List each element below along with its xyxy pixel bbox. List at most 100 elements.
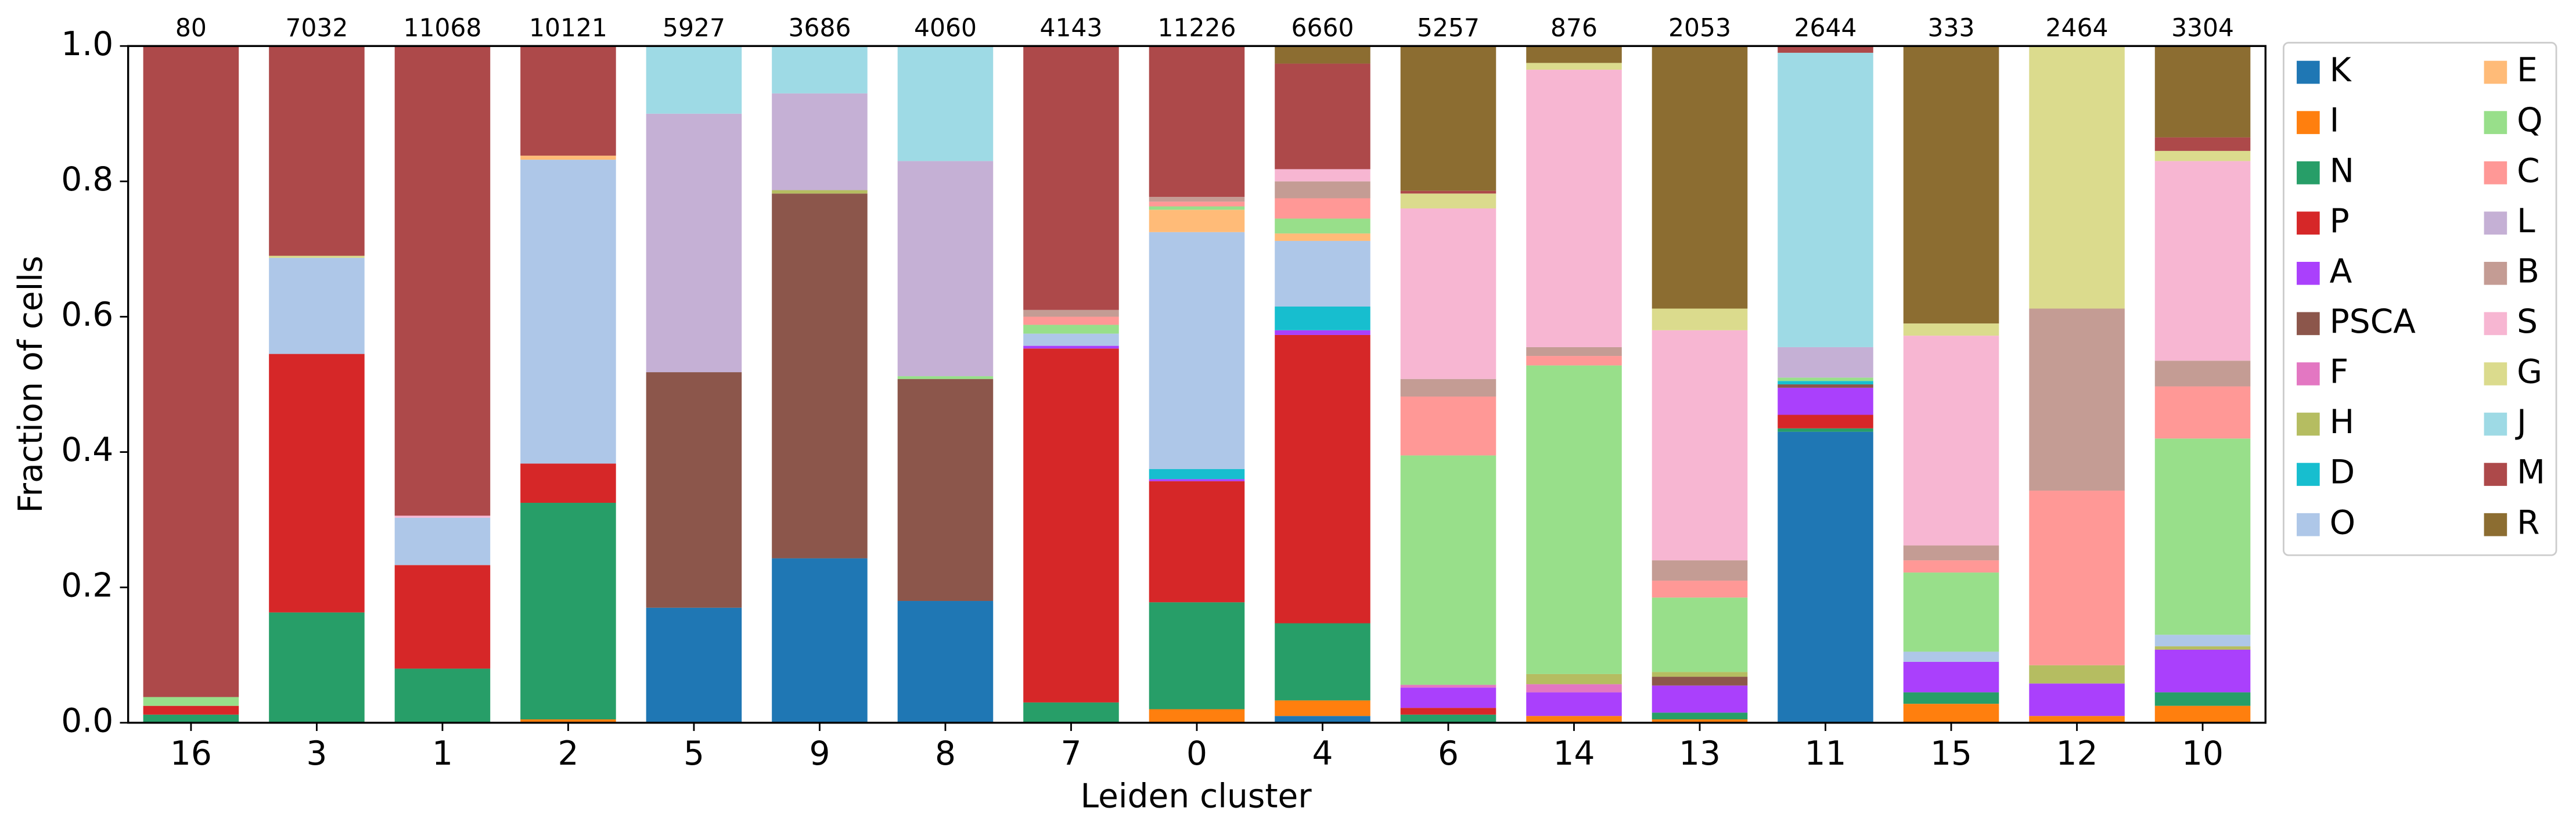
x-tick-label: 10 [2182, 734, 2224, 773]
bar-segment [1149, 46, 1245, 197]
bar-segment [1903, 545, 1999, 561]
bar-segment [1023, 348, 1119, 703]
bar-segment [1652, 719, 1748, 723]
bar-segment [1778, 431, 1873, 723]
bar-segment [1023, 325, 1119, 334]
legend-swatch [2297, 412, 2320, 436]
bar-segment [2029, 308, 2125, 491]
x-tick-label: 12 [2056, 734, 2098, 773]
legend-swatch [2484, 312, 2507, 336]
x-tick-label: 16 [170, 734, 212, 773]
legend-label: M [2517, 453, 2545, 492]
bar-segment [1149, 709, 1245, 723]
legend-label: B [2517, 252, 2539, 290]
bar-segment [1023, 316, 1119, 325]
bar-segment [2154, 46, 2251, 138]
bar-segment [1275, 63, 1370, 170]
bar-segment [2029, 46, 2125, 309]
bar-segment [2029, 683, 2125, 716]
bar-segment [1023, 333, 1119, 346]
bar-segment [1400, 687, 1496, 708]
bar-segment [1526, 46, 1622, 63]
bar-segment [1275, 306, 1370, 330]
bar-segment [1903, 336, 1999, 546]
bar-segment [2154, 386, 2251, 439]
bar-segment [1275, 623, 1370, 701]
bar-segment [1903, 661, 1999, 693]
bar-segment [143, 697, 239, 706]
bar-segment [1149, 206, 1245, 210]
bar-segment [1903, 692, 1999, 704]
bar-segment [1526, 347, 1622, 356]
legend-label: H [2330, 403, 2355, 441]
bar-segment [772, 558, 868, 723]
count-label: 6660 [1291, 14, 1354, 42]
x-tick-label: 14 [1553, 734, 1595, 773]
bar-segment [1400, 379, 1496, 397]
bar-segment [1778, 415, 1873, 428]
bar-segment [2029, 716, 2125, 723]
bar-segment [1149, 481, 1245, 603]
bar-segment [1275, 700, 1370, 716]
bar-segment [646, 607, 742, 723]
bar-segment [1778, 384, 1873, 388]
legend-swatch [2297, 362, 2320, 386]
bar-segment [1652, 597, 1748, 672]
legend-label: G [2517, 353, 2542, 391]
bar-segment [2154, 438, 2251, 635]
y-tick-label: 1.0 [61, 25, 113, 63]
bar-segment [520, 160, 616, 464]
bar-segment [2154, 150, 2251, 161]
legend-label: P [2330, 202, 2350, 240]
bar-segment [269, 354, 365, 613]
bar-segment [772, 193, 868, 559]
bar-segment [1149, 602, 1245, 709]
bar-segment [520, 156, 616, 160]
x-tick-label: 1 [432, 734, 453, 773]
legend-swatch [2297, 463, 2320, 486]
legend-label: O [2330, 503, 2356, 542]
bar-segment [1778, 347, 1873, 378]
bar-segment [2029, 491, 2125, 665]
legend-swatch [2297, 111, 2320, 134]
bar-segment [1400, 455, 1496, 685]
bar-segment [1275, 330, 1370, 335]
y-tick-label: 0.4 [61, 431, 113, 469]
bar-segment [897, 379, 994, 602]
legend-swatch [2484, 362, 2507, 386]
legend-swatch [2297, 60, 2320, 84]
bar-segment [1903, 46, 1999, 324]
bar-segment [1023, 46, 1119, 310]
bar-segment [1400, 714, 1496, 723]
bar-segment [1778, 52, 1873, 347]
bar-segment [1400, 708, 1496, 715]
count-label: 10121 [529, 14, 607, 42]
bar-segment [1526, 673, 1622, 685]
bar-segment [394, 668, 491, 723]
bar-segment [2154, 137, 2251, 151]
bar-segment [2154, 692, 2251, 706]
bar-segment [1023, 345, 1119, 349]
bar-segment [1275, 240, 1370, 307]
legend-swatch [2484, 60, 2507, 84]
bar-segment [646, 372, 742, 608]
x-tick-label: 3 [306, 734, 327, 773]
bar-segment [1526, 356, 1622, 366]
bar-segment [1275, 233, 1370, 241]
legend-label: I [2330, 102, 2340, 140]
legend-swatch [2297, 312, 2320, 336]
x-tick-label: 2 [557, 734, 578, 773]
bar-segment [1023, 309, 1119, 317]
x-tick-label: 8 [935, 734, 956, 773]
bar-segment [646, 113, 742, 373]
y-tick-label: 0.6 [61, 296, 113, 334]
x-tick-label: 13 [1679, 734, 1721, 773]
legend-swatch [2484, 513, 2507, 536]
bar-segment [2154, 649, 2251, 693]
x-tick-label: 15 [1930, 734, 1972, 773]
bar-segment [897, 601, 994, 723]
bar-segment [1149, 201, 1245, 207]
bar-segment [2154, 646, 2251, 650]
